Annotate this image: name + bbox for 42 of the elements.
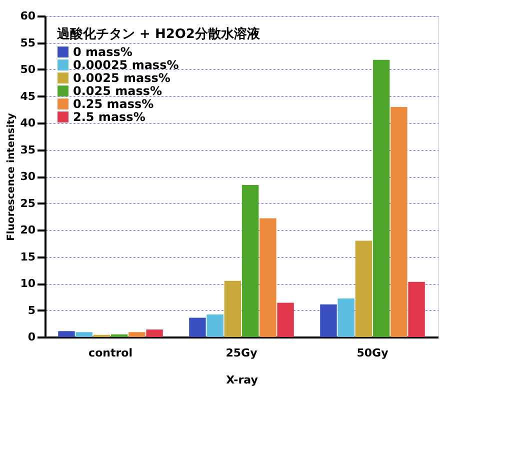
legend-label: 0.00025 mass% xyxy=(73,58,179,72)
y-tick-label: 30 xyxy=(20,170,36,183)
y-tick-label: 25 xyxy=(20,196,36,210)
bar xyxy=(189,318,206,337)
bar xyxy=(146,330,163,337)
bar xyxy=(128,332,146,337)
x-axis-title: X-ray xyxy=(226,374,258,386)
y-tick-label: 40 xyxy=(20,116,36,130)
bar xyxy=(338,298,354,337)
bar xyxy=(260,218,276,337)
bar xyxy=(58,331,75,337)
bar xyxy=(408,282,425,337)
y-tick-label: 50 xyxy=(20,63,36,76)
y-tick-label: 10 xyxy=(20,277,36,290)
legend-title: 過酸化チタン + H2O2分散水溶液 xyxy=(56,26,261,42)
bar xyxy=(372,60,390,337)
legend-label: 0.025 mass% xyxy=(73,84,162,98)
y-tick-label: 0 xyxy=(28,330,36,344)
y-tick-label: 45 xyxy=(20,90,36,103)
legend-label: 0 mass% xyxy=(73,45,132,59)
y-tick-label: 5 xyxy=(28,304,36,317)
y-tick-label: 60 xyxy=(20,10,36,22)
bar xyxy=(206,314,224,337)
legend-label: 0.0025 mass% xyxy=(73,71,170,85)
legend-label: 2.5 mass% xyxy=(73,110,146,124)
bar xyxy=(242,185,259,337)
bar xyxy=(224,280,242,337)
y-axis-title: Fluorescence intensity xyxy=(6,112,18,241)
y-tick-label: 35 xyxy=(20,143,36,156)
y-tick-label: 15 xyxy=(20,250,36,264)
bar xyxy=(277,302,294,337)
bar xyxy=(320,304,337,337)
legend-label: 0.25 mass% xyxy=(73,97,154,111)
x-tick-label: 25Gy xyxy=(226,346,258,360)
bar xyxy=(110,334,128,337)
y-tick-label: 55 xyxy=(20,36,36,50)
bar xyxy=(76,332,92,337)
x-tick-label: 50Gy xyxy=(356,346,388,360)
y-tick-label: 20 xyxy=(20,224,36,236)
bar xyxy=(355,240,372,337)
bar xyxy=(390,106,408,337)
x-tick-label: control xyxy=(88,346,132,360)
